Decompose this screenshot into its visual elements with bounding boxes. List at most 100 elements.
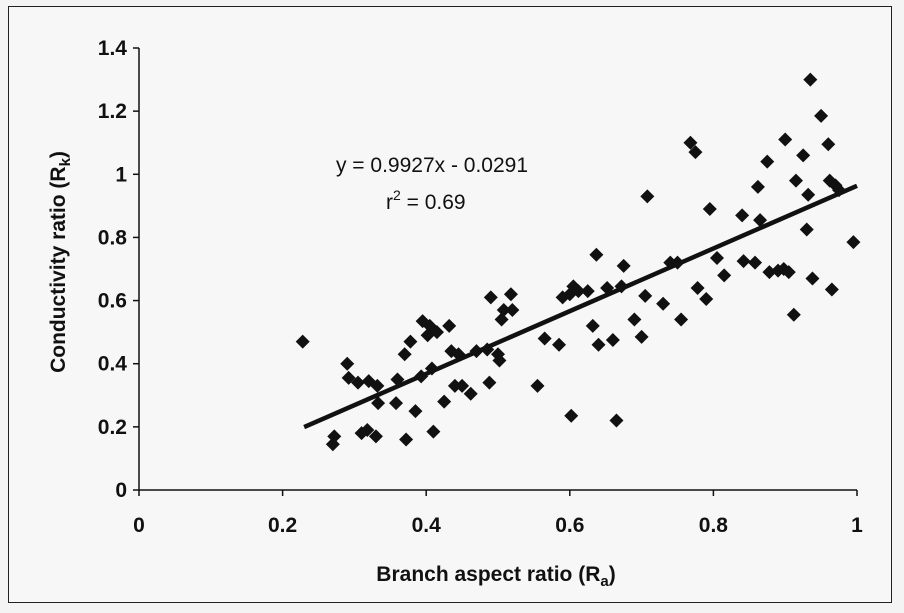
x-axis-title: Branch aspect ratio (Ra) bbox=[376, 563, 615, 590]
data-point bbox=[736, 254, 751, 269]
data-point bbox=[640, 189, 655, 204]
data-point bbox=[295, 334, 310, 349]
data-point bbox=[663, 255, 678, 270]
data-point bbox=[340, 356, 355, 371]
data-point bbox=[605, 333, 620, 348]
data-point bbox=[753, 213, 768, 228]
x-tick-label: 0.8 bbox=[699, 514, 729, 537]
data-point bbox=[760, 154, 775, 169]
data-point bbox=[627, 312, 642, 327]
data-point bbox=[370, 378, 385, 393]
data-point bbox=[748, 255, 763, 270]
data-point bbox=[781, 265, 796, 280]
data-point bbox=[341, 370, 356, 385]
data-point bbox=[824, 282, 839, 297]
data-point bbox=[399, 432, 414, 447]
data-point bbox=[368, 429, 383, 444]
data-point bbox=[350, 375, 365, 390]
data-point bbox=[670, 255, 685, 270]
data-point bbox=[709, 250, 724, 265]
data-point bbox=[496, 303, 511, 318]
data-point bbox=[735, 208, 750, 223]
data-point bbox=[483, 290, 498, 305]
data-point bbox=[821, 137, 836, 152]
data-point bbox=[638, 288, 653, 303]
data-point bbox=[846, 235, 861, 250]
data-point bbox=[503, 287, 518, 302]
y-tick-label: 1.2 bbox=[98, 100, 127, 123]
data-point bbox=[397, 347, 412, 362]
data-point bbox=[564, 408, 579, 423]
data-point bbox=[585, 318, 600, 333]
y-axis-title: Conductivity ratio (Rk) bbox=[47, 151, 74, 373]
data-point bbox=[451, 347, 466, 362]
data-point bbox=[801, 187, 816, 202]
trendline-group bbox=[303, 183, 858, 430]
data-point bbox=[463, 386, 478, 401]
data-point bbox=[799, 222, 814, 237]
data-point bbox=[424, 361, 439, 376]
x-tick-label: 0.2 bbox=[268, 514, 297, 537]
data-point bbox=[717, 268, 732, 283]
data-point bbox=[390, 372, 405, 387]
chart-frame bbox=[8, 6, 892, 603]
data-point bbox=[656, 296, 671, 311]
y-tick-label: 0 bbox=[115, 479, 127, 502]
trendline bbox=[303, 183, 858, 430]
x-tick-label: 0.6 bbox=[555, 514, 584, 537]
data-point bbox=[778, 132, 793, 147]
data-point bbox=[429, 325, 444, 340]
data-point bbox=[492, 353, 507, 368]
data-point bbox=[505, 303, 520, 318]
data-point bbox=[571, 284, 586, 299]
data-point bbox=[447, 378, 462, 393]
data-point bbox=[616, 258, 631, 273]
data-point bbox=[414, 369, 429, 384]
data-point bbox=[589, 247, 604, 262]
data-point bbox=[750, 179, 765, 194]
y-tick-label: 0.6 bbox=[98, 290, 127, 313]
r-squared-annotation: r2 = 0.69 bbox=[386, 187, 466, 214]
data-point bbox=[327, 429, 342, 444]
data-point bbox=[803, 72, 818, 87]
tick-labels: 0 0.2 0.4 0.6 0.8 1 1.2 1.4 0 0.2 0.4 0.6 0.8 1 bbox=[98, 37, 863, 537]
y-tick-label: 0.4 bbox=[98, 353, 128, 376]
x-tick-label: 0.4 bbox=[412, 514, 442, 537]
data-point bbox=[591, 337, 606, 352]
data-point bbox=[690, 280, 705, 295]
data-point bbox=[683, 135, 698, 150]
x-tick-label: 1 bbox=[851, 514, 863, 537]
data-point bbox=[371, 396, 386, 411]
data-point bbox=[702, 202, 717, 217]
data-point bbox=[426, 424, 441, 439]
y-tick-label: 1.4 bbox=[98, 37, 128, 60]
data-point bbox=[609, 413, 624, 428]
data-point bbox=[403, 334, 418, 349]
data-point bbox=[552, 337, 567, 352]
data-point bbox=[469, 344, 484, 359]
data-point bbox=[805, 271, 820, 286]
data-point bbox=[688, 145, 703, 160]
data-point bbox=[699, 291, 714, 306]
data-point bbox=[674, 312, 689, 327]
data-point bbox=[788, 173, 803, 188]
data-point bbox=[360, 423, 375, 438]
data-point bbox=[537, 331, 552, 346]
y-tick-label: 0.2 bbox=[98, 416, 127, 439]
data-point bbox=[482, 375, 497, 390]
data-point bbox=[455, 378, 470, 393]
x-tick-label: 0 bbox=[133, 514, 145, 537]
data-point bbox=[530, 378, 545, 393]
data-point bbox=[389, 396, 404, 411]
data-point bbox=[614, 279, 629, 294]
data-point bbox=[762, 265, 777, 280]
y-tick-label: 0.8 bbox=[98, 226, 128, 249]
data-point bbox=[814, 108, 829, 123]
data-points bbox=[295, 72, 861, 452]
data-point bbox=[634, 329, 649, 344]
data-point bbox=[442, 318, 457, 333]
axes bbox=[133, 47, 858, 496]
data-point bbox=[408, 404, 423, 419]
data-point bbox=[480, 342, 495, 357]
